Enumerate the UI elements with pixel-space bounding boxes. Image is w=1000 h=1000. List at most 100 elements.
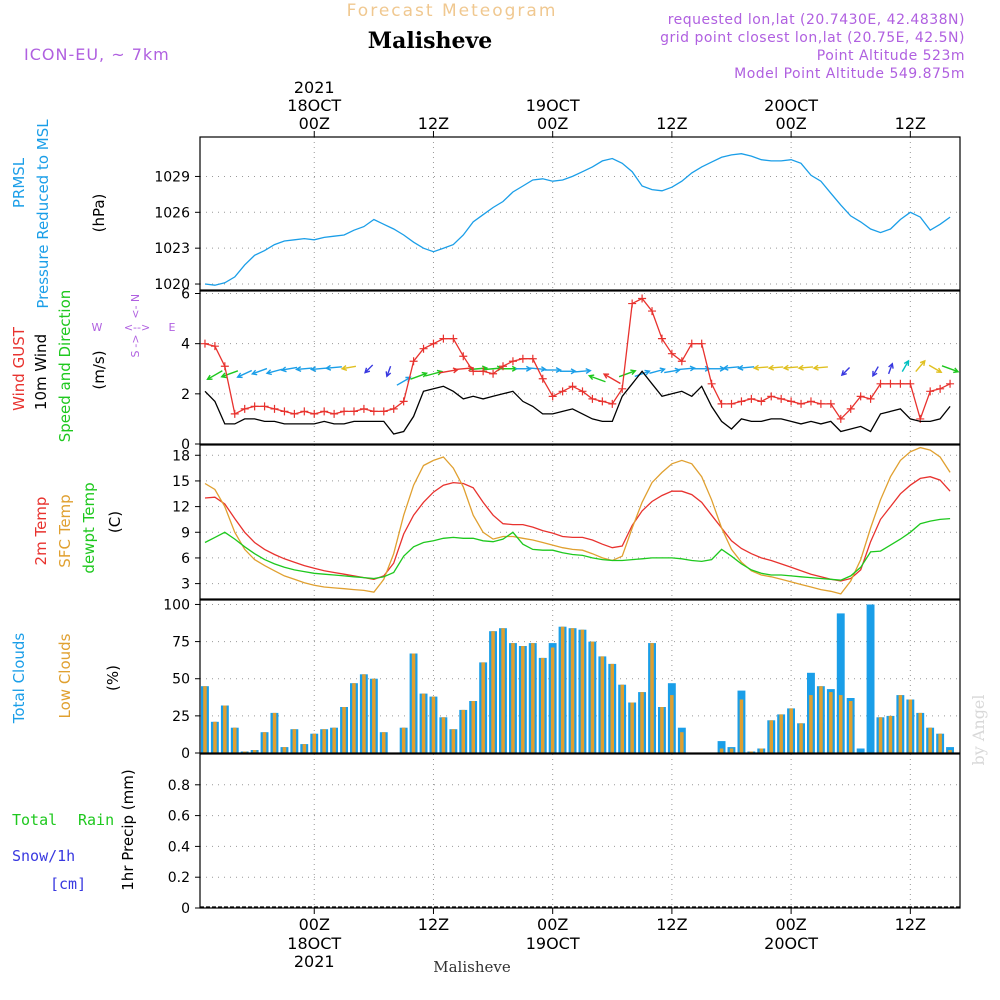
- wind-arrow: [280, 366, 298, 373]
- subtitle: Forecast Meteogram: [347, 1, 558, 21]
- wind-arrow-shaft: [784, 366, 799, 369]
- clouds-label-total: Total Clouds: [10, 633, 28, 725]
- gust-marker: [618, 384, 627, 393]
- bar-low-clouds: [570, 628, 575, 753]
- bar-low-clouds: [799, 723, 803, 753]
- gust-marker: [558, 387, 567, 396]
- wind-arrow-shaft: [237, 369, 253, 378]
- bar-low-clouds: [729, 748, 734, 753]
- wind-arrow-head: [812, 364, 819, 371]
- wind-arrow: [797, 364, 814, 371]
- bar-low-clouds: [809, 695, 813, 753]
- compass-e: E: [169, 321, 176, 334]
- wind-arrow-head: [953, 367, 960, 374]
- bar-low-clouds: [451, 729, 456, 753]
- wind-arrow: [220, 370, 239, 379]
- temp-unit: (C): [106, 511, 124, 533]
- ytick-label-precipitation-4: 0.8: [168, 778, 190, 794]
- panel-frame-wind: [199, 290, 961, 445]
- gust-marker: [717, 399, 726, 408]
- xtick-label-top: 12Z: [895, 114, 926, 133]
- wind-arrow-shaft: [589, 375, 606, 383]
- wind-arrow-shaft: [872, 366, 879, 377]
- wind-arrow-head: [421, 371, 428, 378]
- grid-point-coords: grid point closest lon,lat (20.75E, 42.5…: [660, 30, 965, 46]
- gust-marker: [598, 397, 607, 406]
- gust-marker: [469, 367, 478, 376]
- gust-marker: [260, 402, 269, 411]
- wind-arrow: [385, 365, 392, 378]
- gust-marker: [638, 294, 647, 303]
- wind-arrow-head: [295, 366, 302, 373]
- panel-temperature: 3 6 9 12 15 18: [172, 444, 961, 600]
- precip-label-total: Total: [12, 811, 57, 829]
- ytick-label-clouds-2: 50: [172, 672, 190, 688]
- wind-arrow: [250, 367, 268, 376]
- wind-arrow-shaft: [618, 370, 636, 378]
- gust-marker: [677, 357, 686, 366]
- ytick-label-temperature-1: 6: [181, 551, 190, 567]
- precip-label-cm: [cm]: [50, 875, 86, 893]
- bar-low-clouds: [481, 662, 485, 753]
- wind-arrow: [872, 366, 879, 378]
- gust-marker: [419, 344, 428, 353]
- gust-marker: [648, 307, 657, 316]
- wind-arrow-shaft: [207, 370, 223, 380]
- bar-low-clouds: [521, 646, 525, 753]
- wind-arrow: [559, 368, 577, 375]
- wind-arrow-head: [236, 372, 243, 379]
- bar-low-clouds: [600, 656, 605, 753]
- bar-low-clouds: [431, 696, 436, 753]
- wind-arrow-shaft: [754, 366, 769, 369]
- wind-arrow: [587, 374, 606, 383]
- wind-arrow-head: [340, 365, 348, 371]
- wind-arrow-shaft: [603, 373, 621, 385]
- wind-arrow: [602, 373, 621, 385]
- ytick-label-pressure-2: 1026: [154, 205, 190, 221]
- bar-low-clouds: [312, 733, 316, 753]
- wind-arrow-shaft: [342, 365, 357, 370]
- gust-marker: [270, 404, 279, 413]
- gust-marker: [359, 404, 368, 413]
- wind-arrow: [678, 365, 697, 372]
- wind-arrow: [340, 365, 357, 371]
- bar-low-clouds: [580, 629, 585, 753]
- bar-low-clouds: [342, 707, 346, 753]
- wind-arrow: [941, 365, 960, 374]
- bar-low-clouds: [213, 721, 217, 753]
- bar-low-clouds: [908, 699, 913, 753]
- watermark: by Angel: [969, 694, 988, 765]
- gust-marker: [816, 399, 825, 408]
- gust-marker: [588, 394, 597, 403]
- wind-arrow: [752, 364, 769, 371]
- bar-low-clouds: [372, 678, 376, 753]
- ytick-label-pressure-0: 1020: [154, 277, 190, 293]
- ytick-label-clouds-4: 100: [163, 597, 190, 613]
- wind-arrow-head: [324, 364, 332, 371]
- gust-marker: [379, 407, 388, 416]
- model-altitude: Model Point Altitude 549.875m: [734, 66, 965, 82]
- precip-label-snow: Snow/1h: [12, 847, 75, 865]
- compass-w: W: [92, 321, 103, 334]
- gust-marker: [926, 387, 935, 396]
- ytick-label-precipitation-2: 0.4: [168, 839, 190, 855]
- xtick-label-top: 00Z: [775, 114, 806, 133]
- wind-arrow-shaft: [887, 363, 893, 375]
- precip-unit: 1hr Precip (mm): [119, 769, 137, 890]
- gust-marker: [787, 397, 796, 406]
- wind-arrow-head: [644, 369, 651, 376]
- bar-low-clouds: [471, 701, 475, 753]
- bar-total-clouds: [866, 604, 875, 753]
- wind-label: Wind GUST 10m Wind Speed and Direction (…: [10, 290, 108, 443]
- wind-arrow-head: [265, 369, 272, 376]
- xtick-label-top: 12Z: [418, 114, 449, 133]
- bar-low-clouds: [769, 720, 773, 753]
- wind-arrow-head: [737, 364, 744, 371]
- bar-low-clouds: [282, 747, 287, 753]
- wind-arrow-head: [206, 374, 213, 381]
- temperature-label: 2m Temp SFC Temp dewpt Temp (C): [32, 482, 124, 573]
- wind-arrow: [544, 366, 562, 374]
- gust-marker: [200, 339, 209, 348]
